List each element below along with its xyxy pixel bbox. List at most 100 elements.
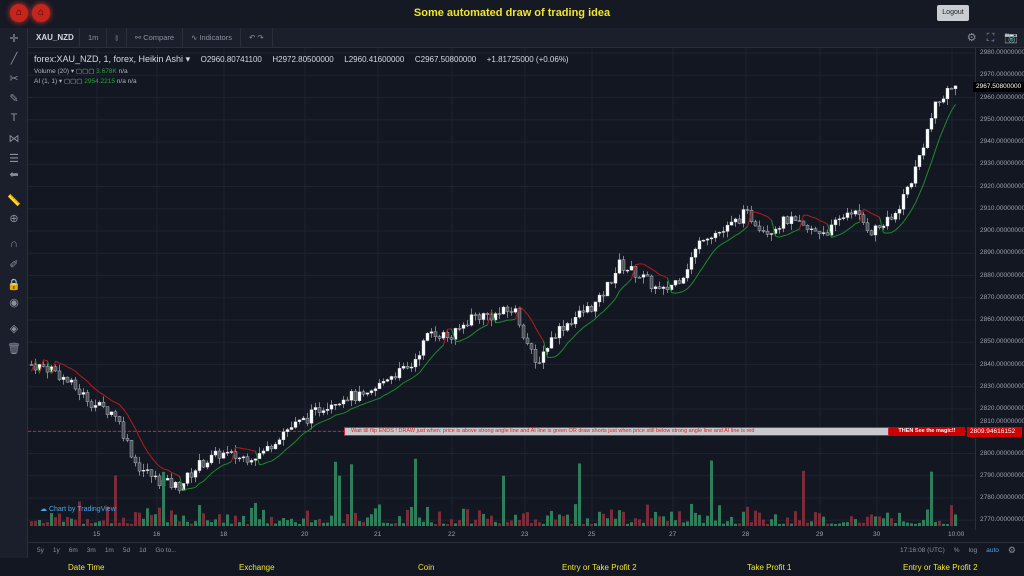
logo-icon[interactable]: ⌂ [32,4,50,22]
volume-bar [714,520,717,526]
ai-line-segment [727,237,732,242]
ai-line-segment [139,437,144,446]
range-3m[interactable]: 3m [86,547,96,554]
range-1y[interactable]: 1y [52,547,60,554]
zoom-icon[interactable]: ⊕ [9,213,19,225]
volume-bar [266,523,269,526]
volume-label[interactable]: Volume (20) [34,68,70,75]
candle [829,224,834,236]
ai-line-segment [91,385,96,390]
range-6m[interactable]: 6m [68,547,78,554]
candle [73,379,78,390]
tradingview-watermark[interactable]: ☁ Chart by TradingView [40,506,116,513]
volume-bar [738,523,741,526]
lock-drawing-icon[interactable]: ✐ [9,259,19,271]
compare-button[interactable]: ⚯ Compare [127,27,184,48]
fullscreen-icon[interactable]: ⛶ [986,32,995,44]
goto-button[interactable]: Go to... [155,547,177,554]
ai-line-segment [675,292,680,294]
settings-icon[interactable]: ⚙ [966,32,977,44]
ai-line-segment [567,338,572,344]
candle [353,390,358,401]
volume-bar [622,511,625,526]
interval-button[interactable]: 1m [80,27,108,48]
undo-icon[interactable]: ↶ ↷ [241,27,273,48]
pitchfork-icon[interactable]: ✂ [9,73,19,85]
ai-line-segment [931,149,936,163]
crosshair-icon[interactable]: ✛ [9,33,19,45]
drawing-toolbar: ✛ ╱ ✂ ✎ T ⋈ ☰ ⬅ 📏 ⊕ ∩ ✐ 🔒 ◉ ◈ 🗑 [0,28,28,558]
arrow-left-icon[interactable]: ⬅ [9,169,19,181]
ai-line-segment [347,408,352,412]
ai-line-segment [355,405,360,408]
symbol-search[interactable]: XAU_NZD [28,27,80,48]
candle [861,214,866,223]
logout-button[interactable]: Logout [937,5,969,21]
layers-icon[interactable]: ◈ [9,323,19,335]
ai-line-segment [687,283,692,289]
price-chart[interactable] [28,48,975,530]
ai-line-segment [183,488,188,492]
logo-icon[interactable]: ⌂ [10,4,28,22]
ai-line-segment [95,388,100,393]
range-1d[interactable]: 1d [139,547,147,554]
ai-line-segment [763,214,768,218]
candle [473,314,478,316]
ai-line-segment [579,326,584,332]
range-1m[interactable]: 1m [104,547,114,554]
time-tick: 25 [588,531,596,538]
ai-line-segment [671,292,676,294]
price-axis[interactable]: 2980.00000000 2970.00000000 2960.00000000 2… [975,48,1024,530]
lock-icon[interactable]: 🔒 [7,279,21,291]
legend-symbol[interactable]: forex:XAU_NZD, 1, forex, Heikin Ashi [34,54,184,64]
eye-icon[interactable]: ◉ [9,297,19,309]
pattern-icon[interactable]: ⋈ [8,133,20,145]
log-toggle[interactable]: log [968,547,978,554]
ai-line-segment [223,463,228,466]
trash-icon[interactable]: 🗑 [7,343,21,355]
indicators-button[interactable]: ∿ Indicators [183,27,241,48]
volume-bar [170,510,173,526]
volume-bar [670,511,673,526]
volume-bar [366,517,369,526]
range-5y[interactable]: 5y [37,547,44,554]
ai-line-segment [511,318,516,321]
range-5d[interactable]: 5d [122,547,131,554]
ai-line-segment [423,362,428,368]
volume-bar [702,522,705,526]
fib-icon[interactable]: ☰ [9,153,19,165]
auto-toggle[interactable]: auto [986,547,999,554]
volume-bar [782,523,785,526]
candle [409,366,414,369]
volume-bar [58,513,61,526]
volume-bar [350,464,353,526]
percent-toggle[interactable]: % [953,547,960,554]
magnet-icon[interactable]: ∩ [10,238,18,250]
camera-icon[interactable]: 📷 [1004,32,1018,44]
volume-bar [594,523,597,526]
ai-line-segment [871,212,876,216]
ruler-icon[interactable]: 📏 [7,195,21,207]
ai-line-segment [843,229,848,234]
ai-line-segment [631,264,636,279]
ai-label[interactable]: AI (1, 1) [34,78,58,85]
trend-line-icon[interactable]: ╱ [10,53,18,65]
time-axis[interactable]: 15 16 18 20 21 22 23 25 27 28 29 30 10:00 [28,530,975,542]
ai-line-segment [787,232,792,236]
ai-line-segment [259,463,264,466]
text-icon[interactable]: T [10,112,18,124]
candle [293,421,298,428]
candle [69,379,74,383]
price-tick: 2910.00000000 [980,204,1024,212]
candle [713,232,718,239]
candle [29,364,34,366]
volume-bar [94,522,97,526]
time-tick: 16 [153,531,161,538]
price-tick: 2970.00000000 [980,71,1024,79]
brush-icon[interactable]: ✎ [9,93,19,105]
settings-icon[interactable]: ⚙ [1007,545,1016,555]
chart-type-icon[interactable]: ⫾ [107,27,127,48]
ai-line-segment [655,271,660,276]
ai-line-segment [295,436,300,442]
candle [185,472,190,484]
